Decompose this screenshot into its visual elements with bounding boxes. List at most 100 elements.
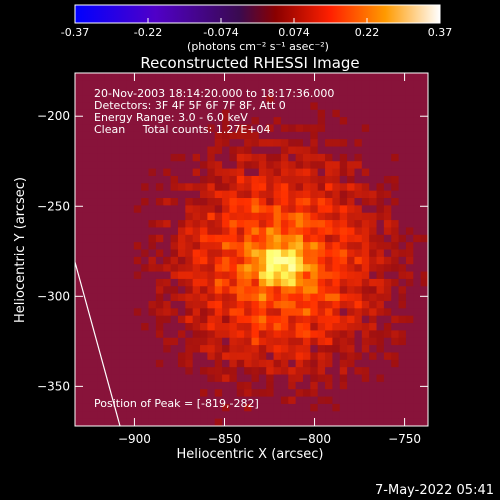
heatmap-cell xyxy=(266,95,275,104)
heatmap-cell xyxy=(376,220,385,229)
heatmap-cell xyxy=(236,374,245,383)
heatmap-cell xyxy=(97,323,106,331)
heatmap-cell xyxy=(148,131,157,140)
heatmap-cell xyxy=(266,308,275,317)
heatmap-cell xyxy=(361,242,370,251)
heatmap-cell xyxy=(310,198,319,206)
heatmap-cell xyxy=(200,87,208,96)
heatmap-cell xyxy=(104,418,113,426)
heatmap-cell xyxy=(317,87,326,96)
heatmap-cell xyxy=(244,345,253,354)
heatmap-cell xyxy=(273,264,282,273)
heatmap-cell xyxy=(361,352,370,361)
heatmap-cell xyxy=(251,190,260,199)
annotation-time-range: 20-Nov-2003 18:14:20.000 to 18:17:36.000 xyxy=(94,87,334,100)
heatmap-cell xyxy=(354,352,363,361)
heatmap-cell xyxy=(119,345,128,354)
heatmap-cell xyxy=(398,131,407,140)
heatmap-cell xyxy=(369,352,378,361)
heatmap-cell xyxy=(126,146,135,155)
heatmap-cell xyxy=(192,80,201,89)
heatmap-cell xyxy=(280,256,289,265)
heatmap-cell xyxy=(361,271,370,280)
heatmap-cell xyxy=(273,109,282,118)
heatmap-cell xyxy=(420,212,428,221)
heatmap-cell xyxy=(325,87,333,96)
heatmap-cell xyxy=(347,271,356,280)
heatmap-cell xyxy=(222,249,231,258)
heatmap-cell xyxy=(155,323,164,331)
heatmap-cell xyxy=(361,161,370,170)
heatmap-cell xyxy=(310,315,319,324)
heatmap-cell xyxy=(383,271,392,280)
heatmap-cell xyxy=(361,359,370,368)
heatmap-cell xyxy=(413,256,422,265)
heatmap-cell xyxy=(310,80,319,89)
heatmap-cell xyxy=(229,117,238,126)
heatmap-cell xyxy=(325,381,333,390)
heatmap-cell xyxy=(192,352,201,361)
heatmap-cell xyxy=(170,264,179,273)
heatmap-cell xyxy=(244,300,253,309)
heatmap-cell xyxy=(347,242,356,251)
heatmap-cell xyxy=(413,352,422,361)
heatmap-cell xyxy=(266,337,275,346)
heatmap-cell xyxy=(214,153,223,162)
heatmap-cell xyxy=(376,161,385,170)
heatmap-cell xyxy=(361,198,370,206)
heatmap-cell xyxy=(413,131,422,140)
heatmap-cell xyxy=(185,153,194,162)
solar-limb-line xyxy=(75,261,121,426)
heatmap-cell xyxy=(383,256,392,265)
heatmap-cell xyxy=(192,153,201,162)
heatmap-cell xyxy=(295,374,304,383)
heatmap-cell xyxy=(111,264,120,273)
heatmap-cell xyxy=(354,315,363,324)
heatmap-cell xyxy=(141,234,150,243)
heatmap-cell xyxy=(332,131,341,140)
heatmap-cell xyxy=(280,389,289,398)
heatmap-cell xyxy=(155,286,164,295)
heatmap-cell xyxy=(214,95,223,104)
heatmap-cell xyxy=(244,242,253,251)
heatmap-cell xyxy=(222,220,231,229)
heatmap-cell xyxy=(354,117,363,126)
heatmap-cell xyxy=(280,190,289,199)
heatmap-cell xyxy=(288,198,297,206)
heatmap-cell xyxy=(317,308,326,317)
heatmap-cell xyxy=(111,190,120,199)
heatmap-cell xyxy=(192,315,201,324)
heatmap-cell xyxy=(141,87,150,96)
heatmap-cell xyxy=(141,300,150,309)
heatmap-cell xyxy=(347,278,356,287)
heatmap-cell xyxy=(258,87,267,96)
heatmap-cell xyxy=(97,315,106,324)
heatmap-cell xyxy=(126,381,135,390)
heatmap-cell xyxy=(133,220,142,229)
heatmap-cell xyxy=(332,212,341,221)
heatmap-cell xyxy=(273,117,282,126)
heatmap-cell xyxy=(170,396,179,405)
heatmap-cell xyxy=(295,205,304,214)
heatmap-cell xyxy=(420,315,428,324)
heatmap-cell xyxy=(405,220,414,229)
heatmap-cell xyxy=(295,73,304,81)
heatmap-cell xyxy=(361,256,370,265)
heatmap-cell xyxy=(354,249,363,258)
heatmap-cell xyxy=(133,87,142,96)
heatmap-cell xyxy=(391,286,400,295)
heatmap-cell xyxy=(148,396,157,405)
heatmap-cell xyxy=(148,286,157,295)
heatmap-cell xyxy=(155,146,164,155)
y-axis-label: Heliocentric Y (arcsec) xyxy=(13,177,28,323)
heatmap-cell xyxy=(75,249,83,258)
heatmap-cell xyxy=(310,109,319,118)
heatmap-cell xyxy=(141,168,150,177)
heatmap-cell xyxy=(222,271,231,280)
heatmap-cell xyxy=(280,396,289,405)
heatmap-cell xyxy=(200,109,208,118)
heatmap-cell xyxy=(317,102,326,111)
heatmap-cell xyxy=(97,374,106,383)
heatmap-cell xyxy=(258,300,267,309)
heatmap-cell xyxy=(273,102,282,111)
